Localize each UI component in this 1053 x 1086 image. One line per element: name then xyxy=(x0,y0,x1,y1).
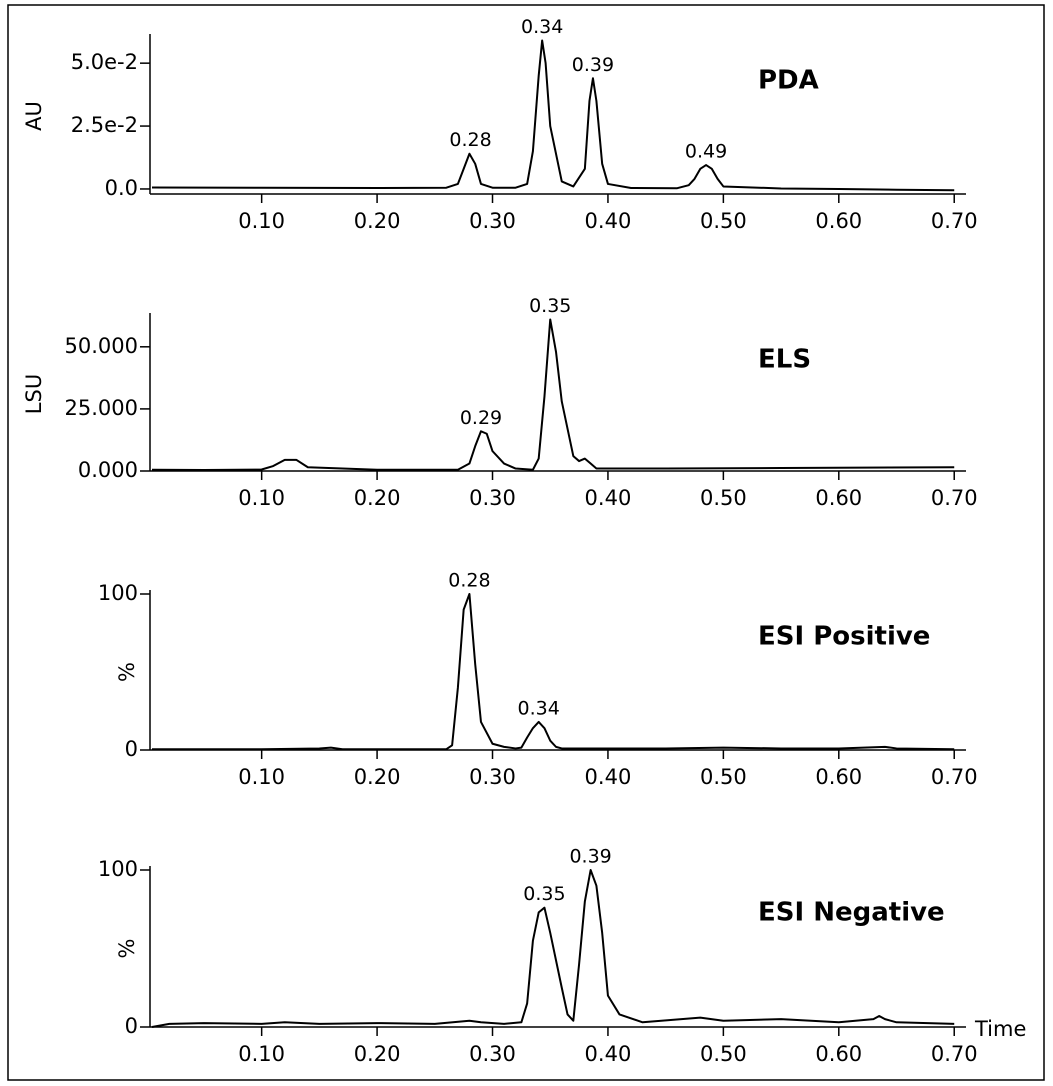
panel-title: ELS xyxy=(758,345,811,375)
y-tick-label: 50.000 xyxy=(65,334,138,358)
x-tick-label: 0.70 xyxy=(931,765,978,789)
data-line xyxy=(151,869,955,1028)
peak-label: 0.28 xyxy=(449,129,491,151)
x-tick-label: 0.30 xyxy=(469,209,516,233)
x-tick-label: 0.30 xyxy=(469,1042,516,1066)
x-tick-label: 0.10 xyxy=(238,486,285,510)
x-tick-label: 0.70 xyxy=(931,209,978,233)
peak-label: 0.34 xyxy=(518,697,560,719)
panel-title: ESI Positive xyxy=(758,622,930,652)
peak-label: 0.29 xyxy=(460,407,502,429)
x-tick-label: 0.40 xyxy=(585,209,632,233)
y-tick-label: 0.000 xyxy=(78,458,138,482)
x-tick-label: 0.50 xyxy=(700,765,747,789)
x-tick-label: 0.30 xyxy=(469,765,516,789)
data-line xyxy=(151,39,955,192)
data-line xyxy=(151,318,955,472)
y-tick-label: 25.000 xyxy=(65,396,138,420)
y-axis-label: % xyxy=(115,939,139,959)
x-tick-label: 0.20 xyxy=(354,486,401,510)
y-axis-label: LSU xyxy=(22,374,46,414)
y-tick-label: 100 xyxy=(98,857,138,881)
x-tick-label: 0.40 xyxy=(585,1042,632,1066)
y-tick-label: 5.0e-2 xyxy=(71,50,138,74)
y-axis-label: AU xyxy=(22,101,46,131)
x-tick-label: 0.60 xyxy=(815,1042,862,1066)
x-tick-label: 0.70 xyxy=(931,1042,978,1066)
peak-label: 0.39 xyxy=(572,54,614,76)
panel-title: ESI Negative xyxy=(758,898,945,928)
x-tick-label: 0.30 xyxy=(469,486,516,510)
x-tick-label: 0.10 xyxy=(238,765,285,789)
y-tick-label: 100 xyxy=(98,581,138,605)
data-line xyxy=(152,593,955,751)
x-tick-label: 0.50 xyxy=(700,486,747,510)
peak-label: 0.28 xyxy=(448,570,490,592)
x-tick-label: 0.20 xyxy=(354,209,401,233)
x-tick-label: 0.20 xyxy=(354,765,401,789)
x-tick-label: 0.10 xyxy=(238,1042,285,1066)
peak-label: 0.35 xyxy=(523,883,565,905)
panel-title: PDA xyxy=(758,66,819,96)
x-tick-label: 0.70 xyxy=(931,486,978,510)
x-tick-label: 0.60 xyxy=(815,209,862,233)
peak-label: 0.49 xyxy=(685,141,727,163)
x-tick-label: 0.60 xyxy=(815,765,862,789)
x-tick-label: 0.40 xyxy=(585,486,632,510)
x-axis-label: Time xyxy=(974,1017,1026,1041)
y-tick-label: 0 xyxy=(125,1014,138,1038)
y-tick-label: 0 xyxy=(125,737,138,761)
x-tick-label: 0.50 xyxy=(700,1042,747,1066)
peak-label: 0.39 xyxy=(569,846,611,868)
y-tick-label: 2.5e-2 xyxy=(71,113,138,137)
x-tick-label: 0.20 xyxy=(354,1042,401,1066)
frame xyxy=(7,4,1045,1081)
peak-label: 0.35 xyxy=(529,295,571,317)
peak-label: 0.34 xyxy=(521,16,563,38)
y-axis-label: % xyxy=(115,662,139,682)
x-tick-label: 0.40 xyxy=(585,765,632,789)
x-tick-label: 0.50 xyxy=(700,209,747,233)
y-tick-label: 0.0 xyxy=(105,176,138,200)
x-tick-label: 0.10 xyxy=(238,209,285,233)
x-tick-label: 0.60 xyxy=(815,486,862,510)
